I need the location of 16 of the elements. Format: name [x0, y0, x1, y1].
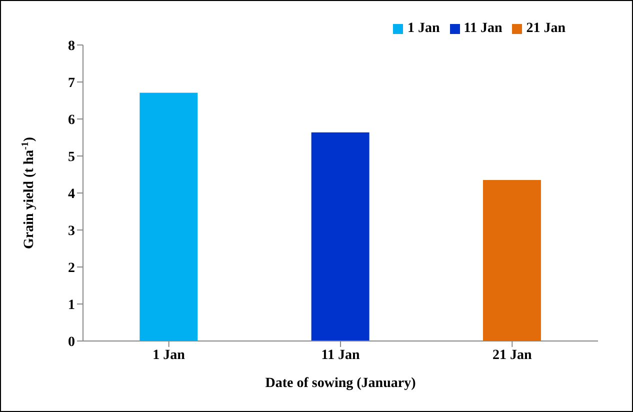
x-tick-label: 1 Jan	[152, 348, 186, 363]
y-tick-label: 4	[68, 186, 75, 202]
legend-label: 21 Jan	[526, 21, 566, 36]
legend-label: 11 Jan	[464, 21, 502, 36]
y-tick-label: 0	[68, 334, 75, 350]
y-tick-label: 1	[68, 298, 75, 313]
y-tick-label: 8	[68, 38, 75, 54]
x-axis-title: Date of sowing (January)	[265, 376, 416, 391]
y-tick-label: 3	[68, 224, 75, 239]
legend-label: 1 Jan	[407, 21, 440, 36]
y-tick-label: 6	[68, 112, 75, 128]
y-tick-label: 2	[68, 260, 75, 276]
y-tick-label: 7	[68, 76, 75, 91]
y-tick-label: 5	[68, 150, 75, 165]
x-tick-label: 21 Jan	[492, 348, 532, 363]
x-tick-label: 11 Jan	[321, 348, 360, 363]
